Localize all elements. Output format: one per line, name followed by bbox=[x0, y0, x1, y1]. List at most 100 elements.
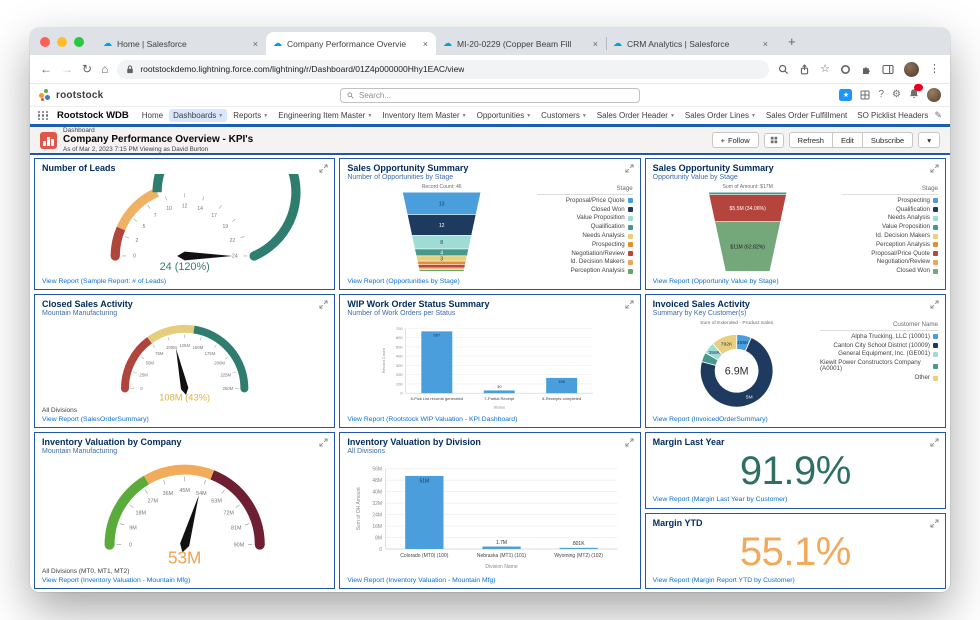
expand-widget-icon[interactable] bbox=[625, 300, 634, 309]
edit-button[interactable]: Edit bbox=[831, 132, 863, 148]
refresh-button[interactable]: Refresh bbox=[788, 132, 833, 148]
nav-item-sales-order-header[interactable]: Sales Order Header ▼ bbox=[596, 111, 675, 120]
browser-tab[interactable]: ☁ MI-20-0229 (Copper Beam Fill × bbox=[436, 32, 606, 55]
view-report-link[interactable]: View Report (Opportunities by Stage) bbox=[347, 277, 460, 285]
expand-widget-icon[interactable] bbox=[625, 438, 634, 447]
nav-item-opportunities[interactable]: Opportunities ▼ bbox=[476, 111, 532, 120]
svg-text:Sum of Extended - Product Sale: Sum of Extended - Product Sales bbox=[700, 320, 774, 326]
bar-segment[interactable] bbox=[421, 331, 453, 394]
widget-title: Inventory Valuation by Company bbox=[42, 437, 182, 447]
follow-button[interactable]: + Follow bbox=[711, 132, 759, 148]
new-tab-button[interactable]: + bbox=[788, 34, 796, 49]
nav-item-customers[interactable]: Customers ▼ bbox=[541, 111, 587, 120]
setup-gear-icon[interactable]: ⚙ bbox=[892, 89, 901, 100]
header-icon-button[interactable] bbox=[763, 132, 784, 148]
funnel-segment[interactable] bbox=[418, 264, 466, 269]
edit-navigation-pencil-icon[interactable]: ✎ bbox=[934, 110, 942, 120]
expand-widget-icon[interactable] bbox=[930, 164, 939, 173]
view-report-link[interactable]: View Report (Sample Report: # of Leads) bbox=[42, 277, 167, 285]
expand-widget-icon[interactable] bbox=[930, 300, 939, 309]
svg-text:Nebraska (MT1) (101): Nebraska (MT1) (101) bbox=[477, 553, 527, 559]
extensions-puzzle-icon[interactable] bbox=[861, 64, 872, 75]
notifications-bell-icon[interactable] bbox=[909, 84, 923, 104]
browser-tab[interactable]: ☁ Company Performance Overvie × bbox=[266, 32, 436, 55]
bar-segment[interactable] bbox=[482, 546, 521, 550]
address-bar[interactable]: rootstockdemo.lightning.force.com/lightn… bbox=[117, 59, 770, 79]
donut-slice[interactable] bbox=[711, 334, 737, 356]
browser-profile-avatar[interactable] bbox=[904, 61, 919, 77]
donut-slice[interactable] bbox=[699, 337, 773, 408]
nav-item-inventory-item-master[interactable]: Inventory Item Master ▼ bbox=[382, 111, 467, 120]
expand-widget-icon[interactable] bbox=[930, 438, 939, 447]
bar-segment[interactable] bbox=[484, 390, 516, 394]
extension-circle-icon[interactable] bbox=[840, 64, 851, 75]
app-grid-icon[interactable] bbox=[860, 90, 870, 100]
browser-toolbar: ← → ↻ ⌂ rootstockdemo.lightning.force.co… bbox=[30, 55, 950, 84]
forward-icon[interactable]: → bbox=[61, 62, 73, 76]
dashboard-grid: Number of Leads 0 2 5 7 10 12 14 17 19 22 24 24 (120… bbox=[30, 155, 950, 592]
chart-legend: Stage Proposal/Price Quote Closed Won Value… bbox=[536, 182, 633, 277]
svg-text:250M: 250M bbox=[222, 386, 233, 391]
tab-close-icon[interactable]: × bbox=[422, 38, 428, 49]
nav-item-sales-order-lines[interactable]: Sales Order Lines ▼ bbox=[684, 111, 756, 120]
view-report-link[interactable]: View Report (Inventory Valuation - Mount… bbox=[42, 576, 191, 584]
nav-item-reports[interactable]: Reports ▼ bbox=[233, 111, 269, 120]
svg-text:225M: 225M bbox=[220, 373, 231, 378]
expand-widget-icon[interactable] bbox=[319, 300, 328, 309]
gauge-band bbox=[143, 464, 215, 485]
zoom-icon[interactable] bbox=[778, 64, 789, 75]
view-report-link[interactable]: View Report (Margin Last Year by Custome… bbox=[652, 496, 788, 504]
gauge-band bbox=[116, 187, 160, 231]
widget-closed-sales-activity: Closed Sales Activity Mountain Manufactur… bbox=[34, 294, 336, 428]
view-report-link[interactable]: View Report (InvoicedOrderSummary) bbox=[652, 415, 768, 423]
minimize-window-button[interactable] bbox=[57, 36, 67, 47]
svg-text:500: 500 bbox=[396, 345, 404, 350]
nav-item-dashboards[interactable]: Dashboards ▼ bbox=[169, 109, 228, 122]
view-report-link[interactable]: View Report (Margin Report YTD by Custom… bbox=[652, 576, 795, 584]
tab-title: Company Performance Overvie bbox=[287, 38, 407, 49]
help-icon[interactable]: ? bbox=[878, 89, 885, 100]
expand-widget-icon[interactable] bbox=[930, 518, 939, 528]
nav-item-home[interactable]: Home bbox=[141, 111, 164, 120]
bar-segment[interactable] bbox=[405, 476, 444, 550]
view-report-link[interactable]: View Report (Rootstock WIP Valuation - K… bbox=[347, 415, 518, 423]
user-avatar[interactable] bbox=[927, 88, 941, 102]
more-actions-button[interactable]: ▾ bbox=[918, 132, 940, 148]
funnel-segment[interactable] bbox=[417, 261, 467, 265]
close-window-button[interactable] bbox=[40, 36, 50, 47]
view-report-link[interactable]: View Report (SalesOrderSummary) bbox=[42, 415, 149, 423]
legend-item: Closed Won bbox=[591, 206, 633, 213]
home-icon[interactable]: ⌂ bbox=[101, 62, 109, 76]
browser-tab[interactable]: ☁ CRM Analytics | Salesforce × bbox=[606, 32, 776, 55]
view-report-link[interactable]: View Report (Opportunity Value by Stage) bbox=[652, 277, 779, 285]
back-icon[interactable]: ← bbox=[40, 62, 52, 76]
nav-item-so-picklist-headers[interactable]: SO Picklist Headers▼ bbox=[857, 111, 929, 120]
expand-widget-icon[interactable] bbox=[319, 164, 328, 173]
global-search-input[interactable]: Search... bbox=[340, 87, 640, 103]
browser-tab[interactable]: ☁ Home | Salesforce × bbox=[96, 32, 266, 55]
tab-close-icon[interactable]: × bbox=[592, 38, 598, 49]
funnel-segment[interactable] bbox=[419, 269, 465, 272]
nav-item-engineering-item-master[interactable]: Engineering Item Master ▼ bbox=[278, 111, 373, 120]
funnel-segment[interactable] bbox=[707, 192, 787, 196]
gauge-chart: 0 25M 50M 75M 100M 125M 150M 175M 200M 225M 250M 10… bbox=[42, 318, 327, 407]
funnel-segment[interactable] bbox=[714, 221, 781, 272]
tab-close-icon[interactable]: × bbox=[762, 38, 768, 49]
reload-icon[interactable]: ↻ bbox=[82, 62, 93, 76]
view-report-link[interactable]: View Report (Inventory Valuation - Mount… bbox=[347, 576, 496, 584]
svg-text:6.9M: 6.9M bbox=[724, 366, 748, 378]
bookmark-star-icon[interactable]: ☆ bbox=[820, 62, 830, 75]
app-launcher-icon[interactable] bbox=[38, 111, 49, 120]
bar-segment[interactable] bbox=[559, 548, 599, 550]
sidebar-icon[interactable] bbox=[882, 64, 894, 75]
browser-menu-icon[interactable]: ⋮ bbox=[929, 62, 940, 75]
favorites-star-icon[interactable]: ★ bbox=[839, 89, 853, 101]
nav-item-sales-order-fulfillment[interactable]: Sales Order Fulfillment bbox=[765, 111, 848, 120]
share-icon[interactable] bbox=[799, 63, 810, 75]
maximize-window-button[interactable] bbox=[74, 36, 84, 47]
subscribe-button[interactable]: Subscribe bbox=[861, 132, 914, 148]
expand-widget-icon[interactable] bbox=[319, 438, 328, 447]
tab-close-icon[interactable]: × bbox=[252, 38, 258, 49]
expand-widget-icon[interactable] bbox=[625, 164, 634, 173]
bar-segment[interactable] bbox=[546, 378, 578, 394]
